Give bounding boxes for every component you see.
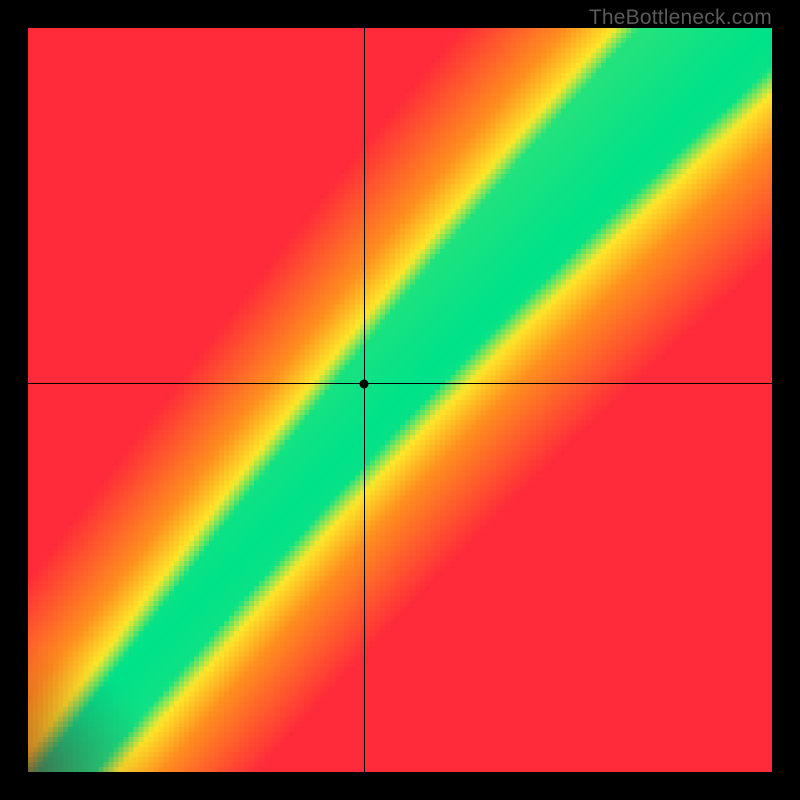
crosshair-vertical	[364, 28, 366, 772]
chart-container: TheBottleneck.com	[0, 0, 800, 800]
heatmap-canvas	[28, 28, 772, 772]
plot-area	[28, 28, 772, 772]
watermark-text: TheBottleneck.com	[589, 6, 772, 30]
crosshair-horizontal	[28, 383, 772, 385]
marker-dot	[360, 379, 369, 388]
